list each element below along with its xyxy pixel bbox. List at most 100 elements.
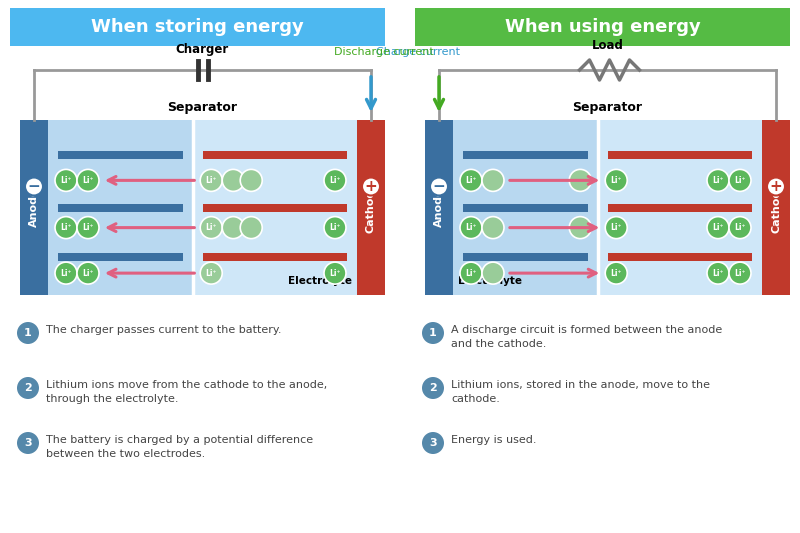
Text: Lithium ions, stored in the anode, move to the
cathode.: Lithium ions, stored in the anode, move … xyxy=(451,380,710,404)
Circle shape xyxy=(200,262,222,284)
Circle shape xyxy=(324,169,346,191)
Bar xyxy=(415,8,790,46)
Bar xyxy=(608,204,752,212)
Text: Cathode: Cathode xyxy=(366,182,376,233)
Text: +: + xyxy=(770,179,782,194)
Bar xyxy=(20,120,48,295)
Circle shape xyxy=(77,262,99,284)
Circle shape xyxy=(767,177,785,196)
Circle shape xyxy=(240,216,262,239)
Bar xyxy=(48,120,194,295)
Circle shape xyxy=(460,262,482,284)
Text: Li⁺: Li⁺ xyxy=(82,269,94,278)
Text: Li⁺: Li⁺ xyxy=(330,223,341,232)
Circle shape xyxy=(324,262,346,284)
Text: Electrolyte: Electrolyte xyxy=(458,276,522,286)
Text: Load: Load xyxy=(591,39,623,52)
Bar xyxy=(203,204,347,212)
Circle shape xyxy=(460,169,482,191)
Text: +: + xyxy=(365,179,378,194)
Text: 3: 3 xyxy=(24,438,32,448)
Circle shape xyxy=(570,216,591,239)
Circle shape xyxy=(606,262,627,284)
Text: 1: 1 xyxy=(429,328,437,338)
Text: Lithium ions move from the cathode to the anode,
through the electrolyte.: Lithium ions move from the cathode to th… xyxy=(46,380,327,404)
Text: Li⁺: Li⁺ xyxy=(466,176,477,185)
Circle shape xyxy=(55,216,77,239)
Text: Li⁺: Li⁺ xyxy=(610,176,622,185)
Circle shape xyxy=(55,169,77,191)
Text: 2: 2 xyxy=(24,383,32,393)
Text: Charger: Charger xyxy=(176,43,229,56)
Circle shape xyxy=(17,322,39,344)
Bar xyxy=(203,253,347,261)
Text: Separator: Separator xyxy=(573,101,642,114)
Text: Separator: Separator xyxy=(167,101,238,114)
Text: Cathode: Cathode xyxy=(771,182,781,233)
Text: −: − xyxy=(433,179,446,194)
Circle shape xyxy=(729,216,751,239)
Text: Li⁺: Li⁺ xyxy=(206,269,217,278)
Circle shape xyxy=(707,262,729,284)
Text: The charger passes current to the battery.: The charger passes current to the batter… xyxy=(46,325,282,335)
Circle shape xyxy=(77,216,99,239)
Circle shape xyxy=(430,177,448,196)
Bar xyxy=(453,120,598,295)
Bar xyxy=(463,204,588,212)
Text: Li⁺: Li⁺ xyxy=(712,269,724,278)
Circle shape xyxy=(17,377,39,399)
Bar xyxy=(58,151,183,159)
Text: Li⁺: Li⁺ xyxy=(466,223,477,232)
Circle shape xyxy=(240,169,262,191)
Text: Li⁺: Li⁺ xyxy=(82,176,94,185)
Text: Li⁺: Li⁺ xyxy=(60,223,72,232)
Text: Electrolyte: Electrolyte xyxy=(288,276,352,286)
Bar xyxy=(463,151,588,159)
Bar xyxy=(608,151,752,159)
Text: Li⁺: Li⁺ xyxy=(712,223,724,232)
Text: The battery is charged by a potential difference
between the two electrodes.: The battery is charged by a potential di… xyxy=(46,435,313,459)
Text: Li⁺: Li⁺ xyxy=(206,223,217,232)
Bar xyxy=(463,253,588,261)
Circle shape xyxy=(570,169,591,191)
Bar xyxy=(598,120,762,295)
Text: Anode: Anode xyxy=(434,188,444,227)
Text: Discharge current: Discharge current xyxy=(334,47,434,57)
Text: Energy is used.: Energy is used. xyxy=(451,435,537,445)
Circle shape xyxy=(729,262,751,284)
Circle shape xyxy=(222,216,244,239)
Text: Li⁺: Li⁺ xyxy=(206,176,217,185)
Circle shape xyxy=(25,177,43,196)
Circle shape xyxy=(17,432,39,454)
Text: −: − xyxy=(28,179,40,194)
Circle shape xyxy=(606,169,627,191)
Text: When using energy: When using energy xyxy=(505,18,700,36)
Text: Li⁺: Li⁺ xyxy=(734,223,746,232)
Bar xyxy=(425,120,453,295)
Text: Li⁺: Li⁺ xyxy=(60,269,72,278)
Text: Charge current: Charge current xyxy=(376,47,460,57)
Text: Li⁺: Li⁺ xyxy=(82,223,94,232)
Text: Li⁺: Li⁺ xyxy=(466,269,477,278)
Text: Li⁺: Li⁺ xyxy=(734,176,746,185)
Text: A discharge circuit is formed between the anode
and the cathode.: A discharge circuit is formed between th… xyxy=(451,325,722,349)
Circle shape xyxy=(707,216,729,239)
Text: 2: 2 xyxy=(429,383,437,393)
Circle shape xyxy=(55,262,77,284)
Circle shape xyxy=(422,377,444,399)
Circle shape xyxy=(222,169,244,191)
Text: Li⁺: Li⁺ xyxy=(610,269,622,278)
Bar xyxy=(608,253,752,261)
Circle shape xyxy=(482,262,504,284)
Text: Li⁺: Li⁺ xyxy=(610,223,622,232)
Circle shape xyxy=(77,169,99,191)
Circle shape xyxy=(422,322,444,344)
Text: Li⁺: Li⁺ xyxy=(734,269,746,278)
Circle shape xyxy=(707,169,729,191)
Circle shape xyxy=(482,216,504,239)
Text: When storing energy: When storing energy xyxy=(91,18,304,36)
Text: 3: 3 xyxy=(429,438,437,448)
Text: Li⁺: Li⁺ xyxy=(60,176,72,185)
Circle shape xyxy=(362,177,380,196)
Text: Li⁺: Li⁺ xyxy=(330,176,341,185)
